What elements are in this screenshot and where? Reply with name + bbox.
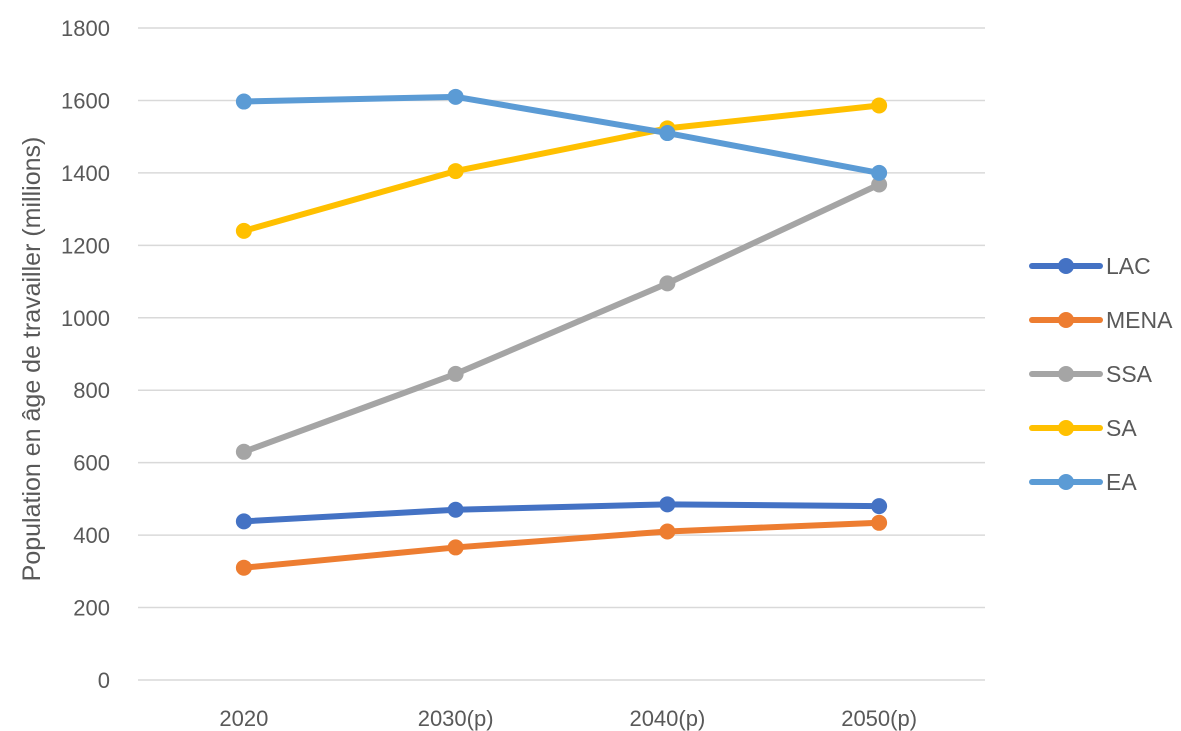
data-point-ssa (871, 176, 888, 193)
x-tick-label: 2040(p) (629, 706, 705, 731)
data-point-sa (447, 163, 464, 180)
y-tick-label: 1200 (61, 233, 110, 258)
legend-swatch-marker (1058, 420, 1074, 436)
legend-label: LAC (1106, 253, 1151, 279)
series-lac (235, 496, 888, 530)
legend-item-ssa: SSA (1029, 361, 1153, 387)
data-point-lac (447, 501, 464, 518)
y-tick-label: 1600 (61, 88, 110, 113)
series-line-sa (240, 102, 883, 234)
legend-item-sa: SA (1029, 415, 1137, 441)
gridlines (138, 27, 985, 681)
series-group (235, 88, 888, 576)
data-point-mena (235, 559, 252, 576)
y-tick-label: 1000 (61, 306, 110, 331)
x-tick-label: 2050(p) (841, 706, 917, 731)
series-ea (235, 88, 888, 181)
legend-swatch-marker (1058, 474, 1074, 490)
data-point-ssa (235, 443, 252, 460)
legend-swatch-marker (1058, 258, 1074, 274)
data-point-lac (871, 498, 888, 515)
legend-item-ea: EA (1029, 469, 1137, 495)
legend-label: SA (1106, 415, 1137, 441)
data-point-lac (235, 513, 252, 530)
data-point-ea (871, 164, 888, 181)
data-point-sa (235, 222, 252, 239)
data-point-ea (659, 125, 676, 142)
legend-item-mena: MENA (1029, 307, 1173, 333)
data-point-ssa (447, 365, 464, 382)
legend-label: EA (1106, 469, 1137, 495)
data-point-ea (235, 93, 252, 110)
y-tick-label: 1800 (61, 16, 110, 41)
series-sa (235, 97, 888, 239)
data-point-mena (871, 514, 888, 531)
series-line-ea (240, 93, 883, 176)
series-ssa (235, 176, 888, 460)
y-tick-label: 600 (73, 451, 110, 476)
series-line-mena (240, 519, 883, 571)
y-tick-label: 200 (73, 596, 110, 621)
y-axis-title: Population en âge de travailler (million… (18, 137, 46, 582)
series-line-ssa (240, 181, 883, 455)
data-point-mena (659, 523, 676, 540)
legend-swatch-marker (1058, 366, 1074, 382)
legend-item-lac: LAC (1029, 253, 1151, 279)
data-point-ea (447, 88, 464, 105)
y-tick-label: 400 (73, 523, 110, 548)
data-point-lac (659, 496, 676, 513)
legend-label: SSA (1106, 361, 1153, 387)
x-tick-label: 2020 (219, 706, 268, 731)
x-axis-tick-labels: 2020 2030(p) 2040(p) 2050(p) (219, 706, 917, 731)
legend-label: MENA (1106, 307, 1173, 333)
data-point-mena (447, 539, 464, 556)
data-point-sa (871, 97, 888, 114)
legend-swatch-marker (1058, 312, 1074, 328)
y-tick-label: 800 (73, 378, 110, 403)
data-point-ssa (659, 275, 676, 292)
y-tick-label: 1400 (61, 161, 110, 186)
legend: LAC MENA SSA SA EA (1029, 253, 1173, 495)
series-line-lac (240, 501, 883, 525)
series-mena (235, 514, 888, 576)
y-tick-label: 0 (98, 668, 110, 693)
x-tick-label: 2030(p) (418, 706, 494, 731)
y-axis-tick-labels: 0 200 400 600 800 1000 1200 1400 1600 1800 (61, 16, 110, 693)
